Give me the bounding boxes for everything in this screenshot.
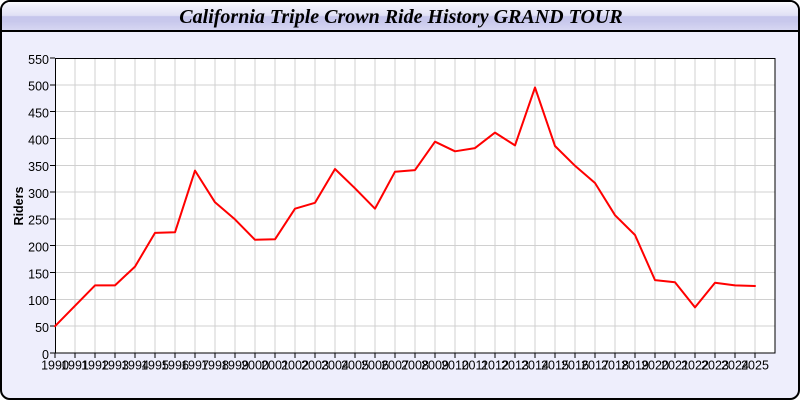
svg-text:2008: 2008: [401, 359, 429, 373]
svg-text:300: 300: [28, 187, 49, 201]
svg-text:1995: 1995: [141, 359, 169, 373]
svg-text:550: 550: [28, 53, 49, 67]
svg-text:2002: 2002: [281, 359, 309, 373]
svg-text:2019: 2019: [621, 359, 649, 373]
svg-text:1991: 1991: [61, 359, 89, 373]
svg-text:2023: 2023: [701, 359, 729, 373]
svg-text:2022: 2022: [681, 359, 709, 373]
svg-text:2024: 2024: [721, 359, 749, 373]
svg-text:2014: 2014: [521, 359, 549, 373]
svg-text:1999: 1999: [221, 359, 249, 373]
svg-text:150: 150: [28, 267, 49, 281]
svg-text:100: 100: [28, 294, 49, 308]
svg-text:250: 250: [28, 214, 49, 228]
svg-text:2021: 2021: [661, 359, 689, 373]
svg-text:2017: 2017: [581, 359, 609, 373]
svg-text:2003: 2003: [301, 359, 329, 373]
svg-text:2009: 2009: [421, 359, 449, 373]
svg-text:2013: 2013: [501, 359, 529, 373]
svg-text:1998: 1998: [201, 359, 229, 373]
svg-text:2004: 2004: [321, 359, 349, 373]
svg-text:2006: 2006: [361, 359, 389, 373]
svg-text:2007: 2007: [381, 359, 409, 373]
svg-text:1992: 1992: [81, 359, 109, 373]
svg-text:400: 400: [28, 133, 49, 147]
svg-text:2015: 2015: [541, 359, 569, 373]
svg-text:50: 50: [35, 321, 49, 335]
svg-text:2001: 2001: [261, 359, 289, 373]
svg-text:1993: 1993: [101, 359, 129, 373]
svg-text:1996: 1996: [161, 359, 189, 373]
svg-text:2005: 2005: [341, 359, 369, 373]
svg-text:1990: 1990: [41, 359, 69, 373]
svg-text:2025: 2025: [741, 359, 769, 373]
svg-text:450: 450: [28, 106, 49, 120]
svg-text:200: 200: [28, 241, 49, 255]
svg-text:350: 350: [28, 160, 49, 174]
svg-text:2010: 2010: [441, 359, 469, 373]
svg-text:2016: 2016: [561, 359, 589, 373]
svg-text:1997: 1997: [181, 359, 209, 373]
svg-text:2012: 2012: [481, 359, 509, 373]
svg-text:2018: 2018: [601, 359, 629, 373]
svg-text:1994: 1994: [121, 359, 149, 373]
svg-text:0: 0: [42, 348, 49, 362]
svg-text:2020: 2020: [641, 359, 669, 373]
svg-text:500: 500: [28, 80, 49, 94]
svg-text:2000: 2000: [241, 359, 269, 373]
svg-text:2011: 2011: [462, 359, 489, 373]
svg-text:Riders: Riders: [12, 187, 26, 226]
